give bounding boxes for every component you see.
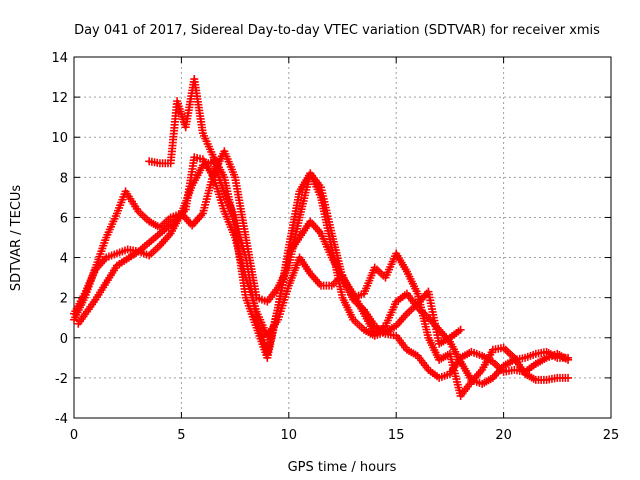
y-tick-label: -4 <box>55 412 68 427</box>
series-3 <box>74 153 573 400</box>
series-1 <box>70 147 573 382</box>
x-axis-label: GPS time / hours <box>288 460 397 475</box>
y-tick-label: 6 <box>60 211 68 226</box>
data-point <box>456 325 465 334</box>
grid <box>74 57 611 418</box>
x-tick-label: 25 <box>603 428 620 443</box>
axis-ticks: 0 5 10 15 20 25 -4 -2 0 2 4 6 8 10 12 14 <box>51 51 619 443</box>
y-tick-label: 0 <box>60 332 68 347</box>
series-4 <box>145 75 465 362</box>
y-tick-label: 2 <box>60 292 68 307</box>
data-point <box>564 353 573 362</box>
x-tick-label: 15 <box>388 428 405 443</box>
data-point <box>564 373 573 382</box>
y-axis-label: SDTVAR / TECUs <box>9 185 24 292</box>
x-tick-label: 0 <box>70 428 78 443</box>
y-tick-label: -2 <box>55 372 68 387</box>
y-tick-label: 12 <box>51 91 68 106</box>
y-tick-label: 14 <box>51 51 68 66</box>
y-tick-label: 8 <box>60 171 68 186</box>
data-points <box>70 75 573 400</box>
y-tick-label: 4 <box>60 252 68 267</box>
x-tick-label: 5 <box>177 428 185 443</box>
x-tick-label: 20 <box>495 428 512 443</box>
plot-area <box>73 56 612 419</box>
chart-title: Day 041 of 2017, Sidereal Day-to-day VTE… <box>74 23 600 38</box>
x-tick-label: 10 <box>281 428 298 443</box>
y-tick-label: 10 <box>51 131 68 146</box>
